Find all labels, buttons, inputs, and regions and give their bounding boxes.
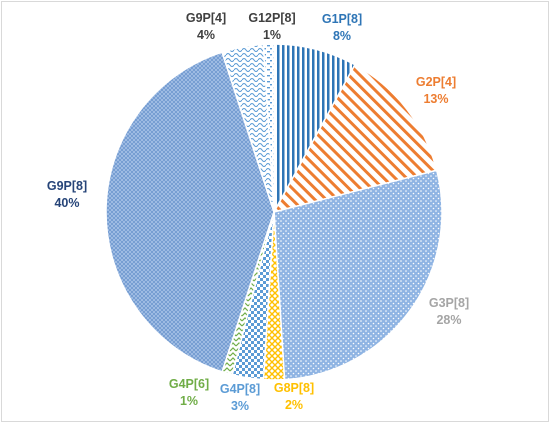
pie-slice-g12p-8 bbox=[262, 43, 275, 213]
slice-label: G8P[8] bbox=[274, 381, 314, 395]
slice-percent-label: 40% bbox=[54, 196, 79, 210]
pie-slice-g9p-8 bbox=[105, 51, 275, 373]
slice-label: G2P[4] bbox=[416, 75, 456, 89]
pie-slice-g2p-4 bbox=[272, 63, 438, 214]
slice-percent-label: 8% bbox=[333, 29, 351, 43]
slice-label: G3P[8] bbox=[429, 296, 469, 310]
slice-label: G9P[4] bbox=[186, 11, 226, 25]
slice-percent-label: 1% bbox=[180, 394, 198, 408]
slice-percent-label: 28% bbox=[436, 313, 461, 327]
slice-label: G4P[6] bbox=[169, 377, 209, 391]
slice-label: G9P[8] bbox=[47, 179, 87, 193]
slice-label: G1P[8] bbox=[322, 12, 362, 26]
pie-slices bbox=[105, 43, 443, 381]
pie-labels: G1P[8] 8% G2P[4] 13% G3P[8] 28% G8P[8] 2% G4P[8]… bbox=[47, 11, 469, 413]
slice-percent-label: 13% bbox=[423, 92, 448, 106]
slice-percent-label: 3% bbox=[231, 399, 249, 413]
pie-slice-g3p-8 bbox=[273, 169, 443, 381]
slice-percent-label: 4% bbox=[197, 28, 215, 42]
slice-label: G12P[8] bbox=[248, 11, 295, 25]
slice-percent-label: 1% bbox=[263, 28, 281, 42]
slice-percent-label: 2% bbox=[285, 398, 303, 412]
slice-label: G4P[8] bbox=[220, 382, 260, 396]
